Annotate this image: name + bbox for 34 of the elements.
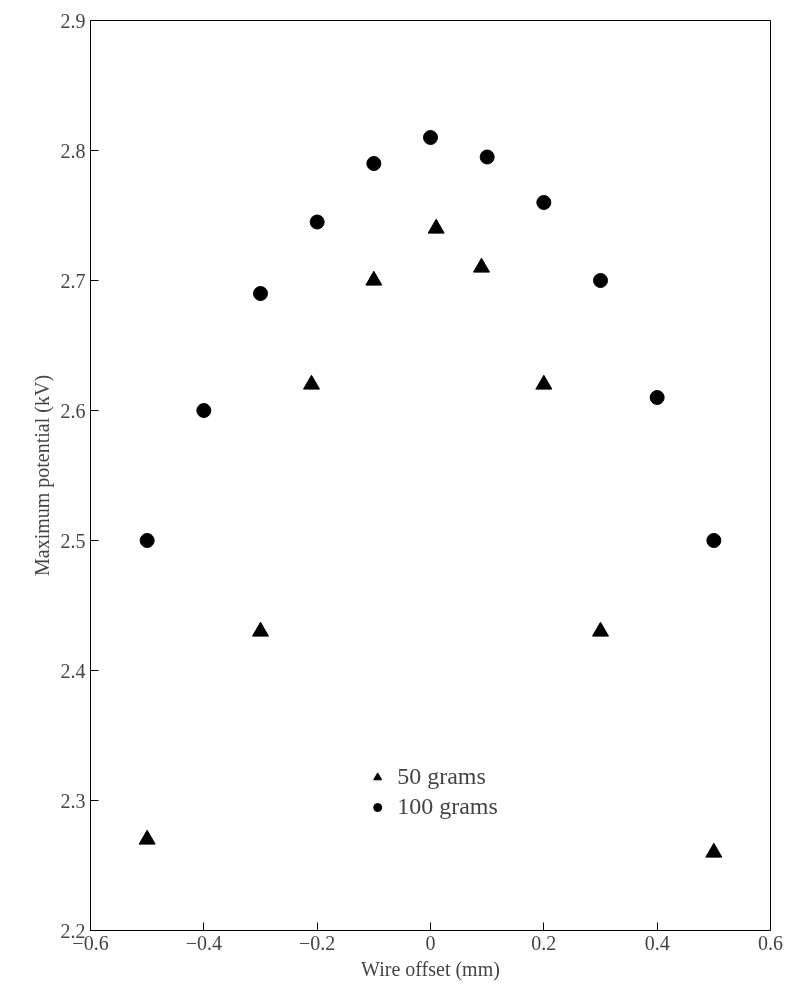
y-tick-label: 2.6 xyxy=(60,399,86,422)
point xyxy=(366,156,382,171)
point xyxy=(649,390,665,405)
y-tick-label: 2.8 xyxy=(60,139,86,162)
point xyxy=(593,273,608,288)
y-tick-label: 2.4 xyxy=(60,659,86,682)
point xyxy=(309,214,325,230)
point xyxy=(706,533,722,548)
point xyxy=(303,374,320,390)
y-tick-label: 2.7 xyxy=(60,269,86,292)
y-tick-label: 2.3 xyxy=(60,789,86,812)
x-tick-label: 0.2 xyxy=(531,931,557,954)
point xyxy=(139,533,155,548)
point xyxy=(592,621,609,637)
point xyxy=(253,286,268,301)
point xyxy=(423,130,438,145)
point xyxy=(479,149,495,165)
point xyxy=(705,842,723,858)
point xyxy=(536,195,552,210)
x-tick-label: −0.2 xyxy=(299,931,336,954)
y-tick-label: 2.9 xyxy=(60,9,86,32)
point xyxy=(535,374,553,390)
x-axis-title: Wire offset (mm) xyxy=(361,957,500,981)
point xyxy=(196,403,212,418)
y-axis-title: Maximum potential (kV) xyxy=(30,374,54,577)
x-tick-label: 0 xyxy=(425,931,436,954)
point xyxy=(138,829,156,845)
x-tick-label: 0.6 xyxy=(758,931,783,954)
legend-label: 50 grams xyxy=(397,763,486,790)
y-tick-label: 2.5 xyxy=(60,529,86,552)
point xyxy=(252,621,269,637)
x-tick-label: 0.4 xyxy=(644,931,670,954)
x-tick-label: −0.4 xyxy=(185,931,222,954)
legend-label: 100 grams xyxy=(397,793,498,820)
